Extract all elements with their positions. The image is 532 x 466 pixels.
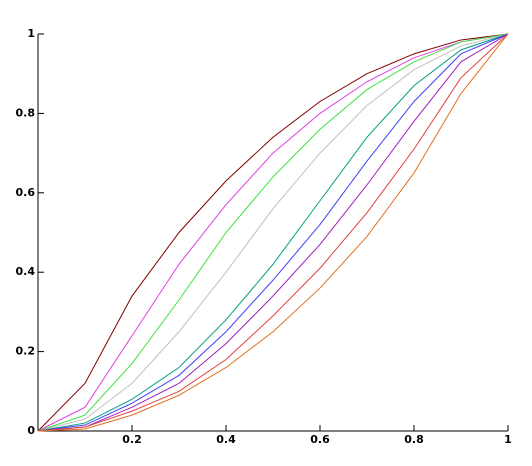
- x-tick-label: 1: [504, 433, 512, 446]
- y-tick-label: 1: [27, 27, 35, 40]
- curve: [37, 33, 509, 432]
- x-tick-label: 0.8: [404, 433, 424, 446]
- curve: [37, 33, 509, 432]
- curve: [37, 33, 509, 432]
- curve: [37, 33, 509, 432]
- curve: [37, 33, 509, 432]
- curve: [37, 33, 509, 432]
- y-tick-label: 0.6: [16, 186, 36, 199]
- curve: [37, 33, 509, 432]
- curve: [37, 33, 509, 432]
- y-tick-label: 0.2: [16, 345, 36, 358]
- y-tick-label: 0.8: [16, 106, 36, 119]
- curve: [37, 33, 509, 432]
- y-tick-label: 0: [27, 424, 35, 437]
- x-tick-label: 0.4: [216, 433, 236, 446]
- y-tick-label: 0.4: [16, 265, 36, 278]
- x-tick-label: 0.6: [310, 433, 330, 446]
- x-tick-label: 0.2: [122, 433, 142, 446]
